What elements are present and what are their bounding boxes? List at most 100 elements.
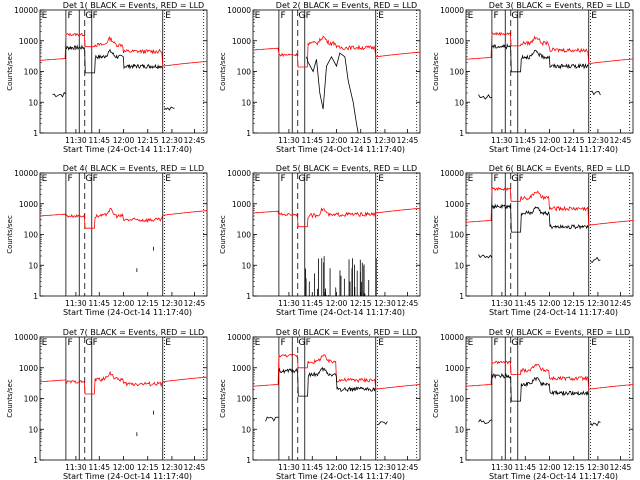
x-tick-label: 11:30 — [65, 136, 87, 145]
x-tick-label: 12:15 — [137, 463, 159, 472]
y-tick-label: 100 — [237, 395, 252, 404]
y-tick-label: 1000 — [445, 200, 464, 209]
y-axis-label: Counts/sec — [432, 52, 440, 91]
flag-label: F — [494, 174, 499, 184]
y-axis-label: Counts/sec — [432, 379, 440, 418]
y-axis-label: Counts/sec — [6, 215, 14, 254]
flag-label: G — [85, 11, 92, 21]
events-series-line — [164, 106, 175, 111]
x-tick-label: 11:45 — [301, 299, 323, 308]
flag-label: E — [165, 11, 171, 21]
flag-label: E — [165, 174, 171, 184]
lld-series-line — [39, 32, 207, 67]
y-tick-label: 10000 — [14, 333, 38, 342]
x-tick-label: 12:15 — [350, 463, 372, 472]
x-tick-label: 12:15 — [350, 136, 372, 145]
flag-label: F — [93, 338, 98, 348]
plot-frame — [465, 9, 634, 134]
y-tick-label: 100 — [450, 68, 465, 77]
flag-label: F — [306, 174, 311, 184]
y-axis-label: Counts/sec — [432, 215, 440, 254]
x-tick-label: 12:00 — [326, 299, 348, 308]
events-series-line — [590, 256, 601, 264]
x-tick-label: 12:00 — [113, 299, 135, 308]
flag-label: G — [298, 338, 305, 348]
flag-label: G — [298, 11, 305, 21]
x-axis-label: Start Time (24-Oct-14 11:17:40) — [489, 145, 618, 154]
y-tick-label: 10 — [454, 261, 464, 270]
x-tick-label: 12:45 — [397, 136, 419, 145]
x-tick-label: 11:30 — [278, 463, 300, 472]
plot-frame — [465, 336, 634, 461]
y-tick-label: 1 — [33, 292, 38, 301]
x-tick-label: 12:30 — [374, 136, 396, 145]
events-series-line — [590, 420, 601, 427]
chart-title: Det 4( BLACK = Events, RED = LLD — [63, 164, 204, 173]
x-tick-label: 12:15 — [350, 299, 372, 308]
x-axis-label: Start Time (24-Oct-14 11:17:40) — [489, 472, 618, 480]
y-axis-label: Counts/sec — [219, 215, 227, 254]
x-tick-label: 12:15 — [563, 463, 585, 472]
y-axis-label: Counts/sec — [219, 379, 227, 418]
chart-panel-3: Det 3( BLACK = Events, RED = LLD 1 10 100 10… — [432, 1, 634, 154]
y-tick-label: 1 — [33, 456, 38, 465]
x-tick-label: 12:45 — [610, 299, 632, 308]
x-tick-label: 11:30 — [491, 136, 513, 145]
y-tick-label: 10000 — [440, 169, 464, 178]
y-tick-label: 10 — [28, 98, 38, 107]
x-tick-label: 11:30 — [65, 299, 87, 308]
chart-panel-9: Det 9( BLACK = Events, RED = LLD 1 10 100 10… — [432, 328, 634, 480]
y-tick-label: 1000 — [19, 364, 38, 373]
y-tick-label: 1000 — [232, 364, 251, 373]
y-tick-label: 10000 — [440, 333, 464, 342]
y-tick-label: 1 — [246, 292, 251, 301]
flag-label: G — [511, 11, 518, 21]
events-series-line — [491, 43, 589, 73]
x-tick-label: 12:45 — [397, 463, 419, 472]
events-series-line — [590, 90, 601, 96]
x-tick-label: 12:30 — [161, 136, 183, 145]
y-tick-label: 10 — [241, 98, 251, 107]
x-tick-label: 12:00 — [539, 299, 561, 308]
y-tick-label: 1000 — [19, 200, 38, 209]
y-tick-label: 1000 — [445, 364, 464, 373]
x-tick-label: 12:45 — [184, 463, 206, 472]
chart-panel-4: Det 4( BLACK = Events, RED = LLD 1 10 100 10… — [6, 164, 208, 317]
x-axis-label: Start Time (24-Oct-14 11:17:40) — [63, 472, 192, 480]
flag-label: E — [591, 11, 597, 21]
y-tick-label: 10 — [28, 425, 38, 434]
y-tick-label: 10000 — [227, 169, 251, 178]
y-tick-label: 10 — [241, 425, 251, 434]
events-series-line — [478, 94, 492, 100]
y-tick-label: 1 — [459, 292, 464, 301]
x-tick-label: 11:45 — [88, 136, 110, 145]
plot-frame — [252, 9, 421, 134]
x-tick-label: 12:30 — [374, 463, 396, 472]
lld-series-line — [465, 360, 634, 390]
y-tick-label: 10 — [28, 261, 38, 270]
lld-series-line — [465, 31, 634, 65]
flag-label: E — [42, 338, 48, 348]
y-tick-label: 1 — [459, 129, 464, 138]
chart-title: Det 9( BLACK = Events, RED = LLD — [489, 328, 630, 337]
plot-frame — [465, 172, 634, 297]
y-tick-label: 1 — [459, 456, 464, 465]
flag-label: E — [378, 174, 384, 184]
flag-label: E — [255, 338, 261, 348]
chart-title: Det 7( BLACK = Events, RED = LLD — [63, 328, 204, 337]
x-tick-label: 12:45 — [184, 299, 206, 308]
flag-label: F — [494, 338, 499, 348]
flag-label: G — [85, 174, 92, 184]
x-tick-label: 12:00 — [539, 463, 561, 472]
y-tick-label: 1 — [246, 456, 251, 465]
y-tick-label: 100 — [24, 395, 39, 404]
y-tick-label: 100 — [450, 231, 465, 240]
y-tick-label: 1000 — [232, 200, 251, 209]
x-tick-label: 12:15 — [137, 136, 159, 145]
x-tick-label: 11:45 — [514, 463, 536, 472]
flag-label: F — [306, 11, 311, 21]
y-tick-label: 10000 — [14, 6, 38, 15]
x-tick-label: 12:45 — [610, 463, 632, 472]
flag-label: F — [494, 11, 499, 21]
x-tick-label: 11:45 — [301, 463, 323, 472]
